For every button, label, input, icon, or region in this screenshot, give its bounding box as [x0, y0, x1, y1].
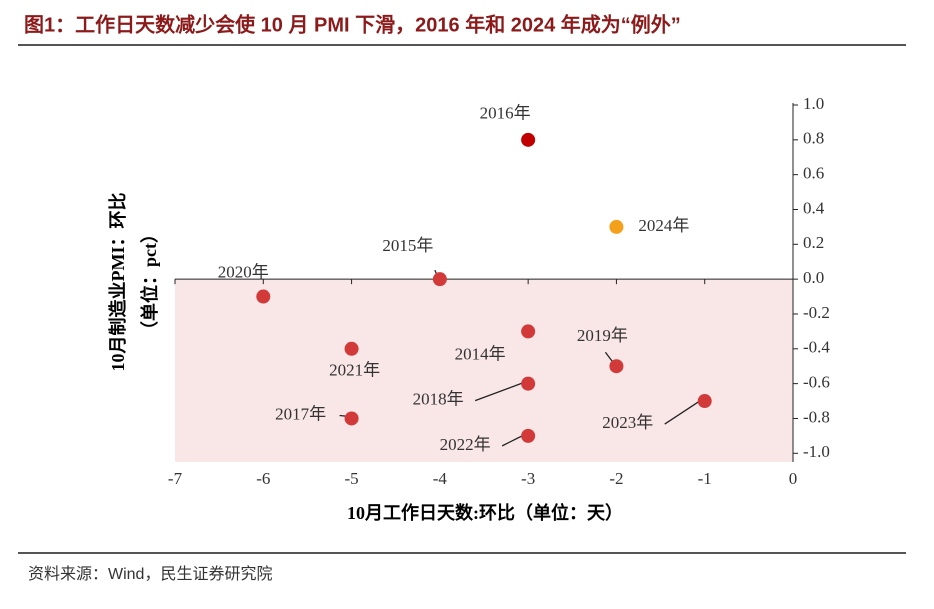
y-tick-label: 0.8	[803, 129, 824, 148]
point-label: 2023年	[602, 413, 653, 432]
source: 资料来源：Wind，民生证券研究院	[28, 565, 272, 583]
y-tick-label: 0.4	[803, 198, 825, 217]
y-tick-label: -0.2	[803, 303, 830, 322]
point-label: 2020年	[218, 262, 269, 281]
point-label: 2015年	[382, 236, 433, 255]
y-tick-label: -0.6	[803, 373, 830, 392]
x-tick-label: -5	[344, 469, 358, 488]
y-tick-label: -0.4	[803, 338, 830, 357]
point	[344, 411, 359, 426]
point	[521, 324, 536, 339]
y-axis-label: 10月制造业PMI：环比 （单位：pct）	[107, 193, 160, 372]
x-tick-label: -3	[521, 469, 535, 488]
point	[432, 272, 447, 287]
y-tick-label: 0.6	[803, 164, 824, 183]
x-tick-label: -6	[256, 469, 270, 488]
point-label: 2019年	[577, 326, 628, 345]
x-tick-label: -2	[609, 469, 623, 488]
point	[521, 376, 536, 391]
point-label: 2014年	[455, 344, 506, 363]
point	[609, 219, 624, 234]
x-axis-label: 10月工作日天数:环比（单位：天）	[347, 502, 623, 523]
y-tick-label: -1.0	[803, 442, 830, 461]
point-label: 2017年	[275, 404, 326, 423]
leader-line	[474, 381, 527, 402]
point	[521, 428, 536, 443]
y-axis-label-line: （单位：pct）	[139, 225, 160, 339]
y-tick-label: -0.8	[803, 407, 830, 426]
leader-line	[664, 398, 704, 425]
point-label: 2021年	[329, 361, 380, 380]
point-label: 2016年	[480, 104, 531, 123]
point-label: 2018年	[413, 390, 464, 409]
negative-shade	[175, 279, 793, 462]
y-tick-label: 0.2	[803, 233, 824, 252]
x-tick-label: 0	[789, 469, 798, 488]
point	[521, 132, 536, 147]
x-tick-label: -4	[433, 469, 448, 488]
point	[344, 341, 359, 356]
point	[609, 359, 624, 374]
chart-title: 图1：工作日天数减少会使 10 月 PMI 下滑，2016 年和 2024 年成…	[24, 12, 681, 36]
point-label: 2022年	[440, 435, 491, 454]
y-tick-label: 0.0	[803, 268, 824, 287]
point	[697, 394, 712, 409]
point-label: 2024年	[638, 216, 689, 235]
point	[256, 289, 271, 304]
x-tick-label: -1	[698, 469, 712, 488]
x-tick-label: -7	[168, 469, 183, 488]
y-axis-label-line: 10月制造业PMI：环比	[107, 193, 128, 372]
y-tick-label: 1.0	[803, 94, 824, 113]
